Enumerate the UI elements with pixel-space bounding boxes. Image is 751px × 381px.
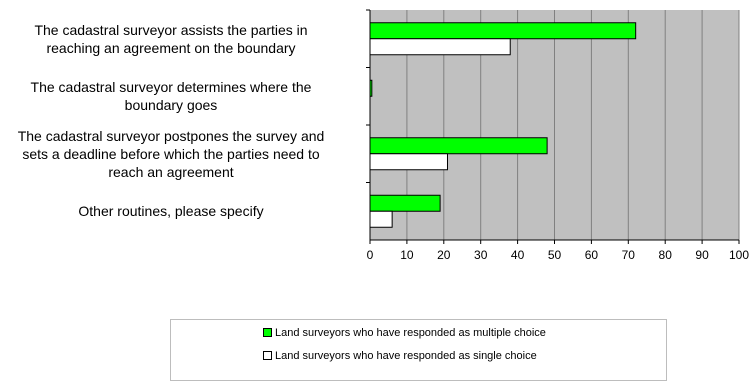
category-label-line: boundary goes [124,97,218,114]
category-label: The cadastral surveyor postpones the sur… [0,127,361,181]
x-tick-label: 20 [437,248,451,262]
legend-swatch-multiple-choice [263,328,272,337]
x-tick-label: 60 [585,248,599,262]
x-tick-label: 50 [548,248,562,262]
category-label-line: The cadastral surveyor postpones the sur… [17,127,325,144]
x-tick-label: 10 [400,248,414,262]
x-tick-label: 0 [367,248,374,262]
category-label: Other routines, please specify [0,202,361,220]
x-tick-label: 40 [511,248,525,262]
legend-swatch-single-choice [263,351,272,360]
x-tick-label: 90 [695,248,709,262]
legend-item-single-choice: Land surveyors who have responded as sin… [263,350,537,362]
category-label-line: sets a deadline before which the parties… [22,145,320,162]
category-label-line: The cadastral surveyor determines where … [30,79,312,96]
legend: Land surveyors who have responded as mul… [170,319,667,381]
legend-item-multiple-choice: Land surveyors who have responded as mul… [263,327,546,339]
bar-multiple-choice [369,137,548,155]
category-label: The cadastral surveyor assists the parti… [0,21,361,57]
bar-single-choice [369,38,511,56]
category-label-line: The cadastral surveyor assists the parti… [34,21,308,38]
x-axis: 0 10 20 30 40 50 60 70 80 90 100 [366,9,749,262]
bar-single-choice [369,210,393,228]
x-tick-label: 70 [622,248,636,262]
category-label-line: Other routines, please specify [78,203,264,220]
bar-chart: 0 10 20 30 40 50 60 70 80 90 100 [366,9,749,262]
category-label: The cadastral surveyor determines where … [0,78,361,114]
bar-single-choice [369,153,448,171]
x-tick-label: 80 [659,248,673,262]
legend-label-multiple-choice: Land surveyors who have responded as mul… [275,327,546,339]
category-label-line: reaching an agreement on the boundary [46,39,296,56]
bar-multiple-choice [369,22,637,40]
bars [369,22,637,228]
bar-multiple-choice [369,194,441,212]
category-label-line: reach an agreement [108,163,234,180]
x-tick-label: 100 [729,248,749,262]
legend-label-single-choice: Land surveyors who have responded as sin… [275,350,537,362]
x-tick-label: 30 [474,248,488,262]
